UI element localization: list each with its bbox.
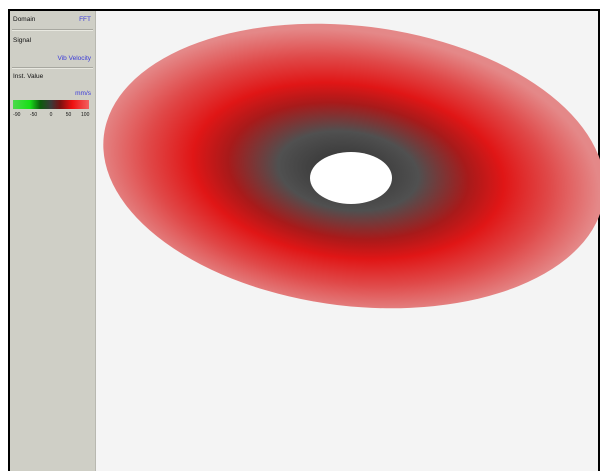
viewer-window: Domain FFT Signal Vib Velocity Inst. Val… [8,9,600,471]
scale-tick: -90 [13,112,21,118]
unit-value: mm/s [75,90,91,97]
divider [12,67,93,69]
color-scale-bar [13,100,89,109]
domain-value: FFT [79,16,91,23]
scale-tick: -50 [29,112,38,118]
scale-tick: 100 [81,112,90,118]
scale-tick: 0 [49,112,53,118]
divider [12,29,93,31]
signal-value: Vib Velocity [57,55,91,62]
domain-label: Domain [13,16,36,23]
scale-tick: 50 [65,112,72,118]
disc-plot [103,23,600,309]
legend-panel: Domain FFT Signal Vib Velocity Inst. Val… [10,11,96,471]
plot-area[interactable] [96,11,600,471]
inst-value-label: Inst. Value [13,73,44,80]
signal-label: Signal [13,37,32,44]
scale-ticks: -90 -50 0 50 100 [13,112,89,122]
disc-center-hole [310,152,392,204]
